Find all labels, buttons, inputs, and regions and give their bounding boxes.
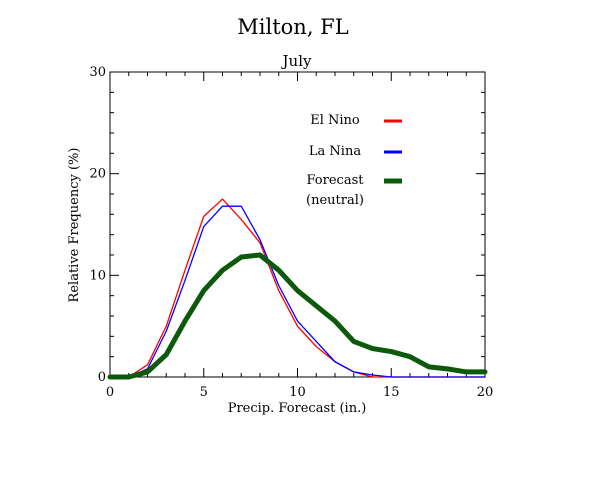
legend-label: Forecast [307, 173, 365, 188]
x-tick-label: 15 [383, 385, 400, 400]
y-tick-label: 30 [89, 65, 106, 80]
x-tick-label: 10 [289, 385, 306, 400]
tick-labels: 0 5 10 15 20 0 10 20 30 [89, 65, 493, 400]
y-tick-label: 10 [89, 268, 106, 283]
x-axis-label: Precip. Forecast (in.) [228, 401, 367, 416]
series-line-2 [109, 205, 486, 378]
legend-label: La Nina [309, 144, 361, 159]
chart-title: Milton, FL [237, 15, 348, 39]
x-tick-label: 5 [200, 385, 208, 400]
series-line-3 [107, 252, 488, 380]
legend-label: (neutral) [306, 193, 364, 208]
legend: El Nino La Nina Forecast (neutral) [306, 113, 402, 208]
y-axis-label: Relative Frequency (%) [67, 148, 82, 303]
x-tick-label: 0 [106, 385, 114, 400]
y-tick-label: 20 [89, 167, 106, 182]
y-tick-label: 0 [98, 370, 106, 385]
legend-label: El Nino [310, 113, 360, 128]
chart-subtitle: July [281, 52, 312, 70]
x-tick-label: 20 [477, 385, 494, 400]
series-lines [107, 198, 488, 380]
